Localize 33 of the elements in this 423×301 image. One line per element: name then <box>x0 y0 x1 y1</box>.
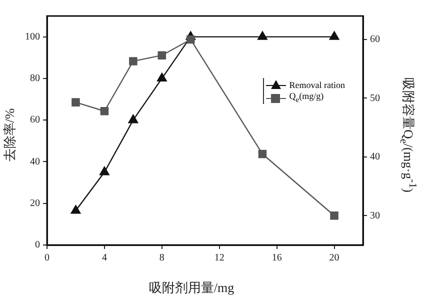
point <box>72 98 80 106</box>
point <box>329 31 340 40</box>
x-tick-label: 8 <box>159 252 164 264</box>
point <box>156 72 167 82</box>
legend-label: Removal ration <box>289 80 345 90</box>
point <box>128 114 138 124</box>
y-tick-label: 60 <box>30 114 40 126</box>
y2-tick-label: 50 <box>370 92 380 104</box>
y2-tick-label: 60 <box>370 34 380 46</box>
x-tick-label: 0 <box>44 252 50 264</box>
point <box>100 166 110 176</box>
point <box>70 205 81 214</box>
y2-tick-label: 30 <box>370 210 380 222</box>
point <box>330 212 338 220</box>
x-tick-label: 16 <box>272 252 282 264</box>
x-tick-label: 20 <box>329 252 340 264</box>
x-tick-label: 12 <box>214 252 224 264</box>
point <box>158 51 166 60</box>
y2-tick-label: 40 <box>370 152 380 163</box>
y-tick-label: 40 <box>30 156 40 168</box>
x-tick-label: 4 <box>102 252 107 264</box>
point <box>258 150 267 158</box>
y-tick-label: 20 <box>30 198 40 209</box>
x-axis-title: 吸附剂用量/mg <box>148 279 236 297</box>
point <box>129 57 138 66</box>
point <box>100 106 109 116</box>
y-tick-label: 80 <box>30 73 40 84</box>
y-axis-title: 去除率/% <box>1 108 18 162</box>
y-tick-label: 0 <box>35 240 40 251</box>
point <box>258 31 268 40</box>
y-tick-label: 100 <box>25 31 40 42</box>
legend-label: Q$_{e}$(mg/g) <box>289 91 324 104</box>
point <box>186 35 195 44</box>
